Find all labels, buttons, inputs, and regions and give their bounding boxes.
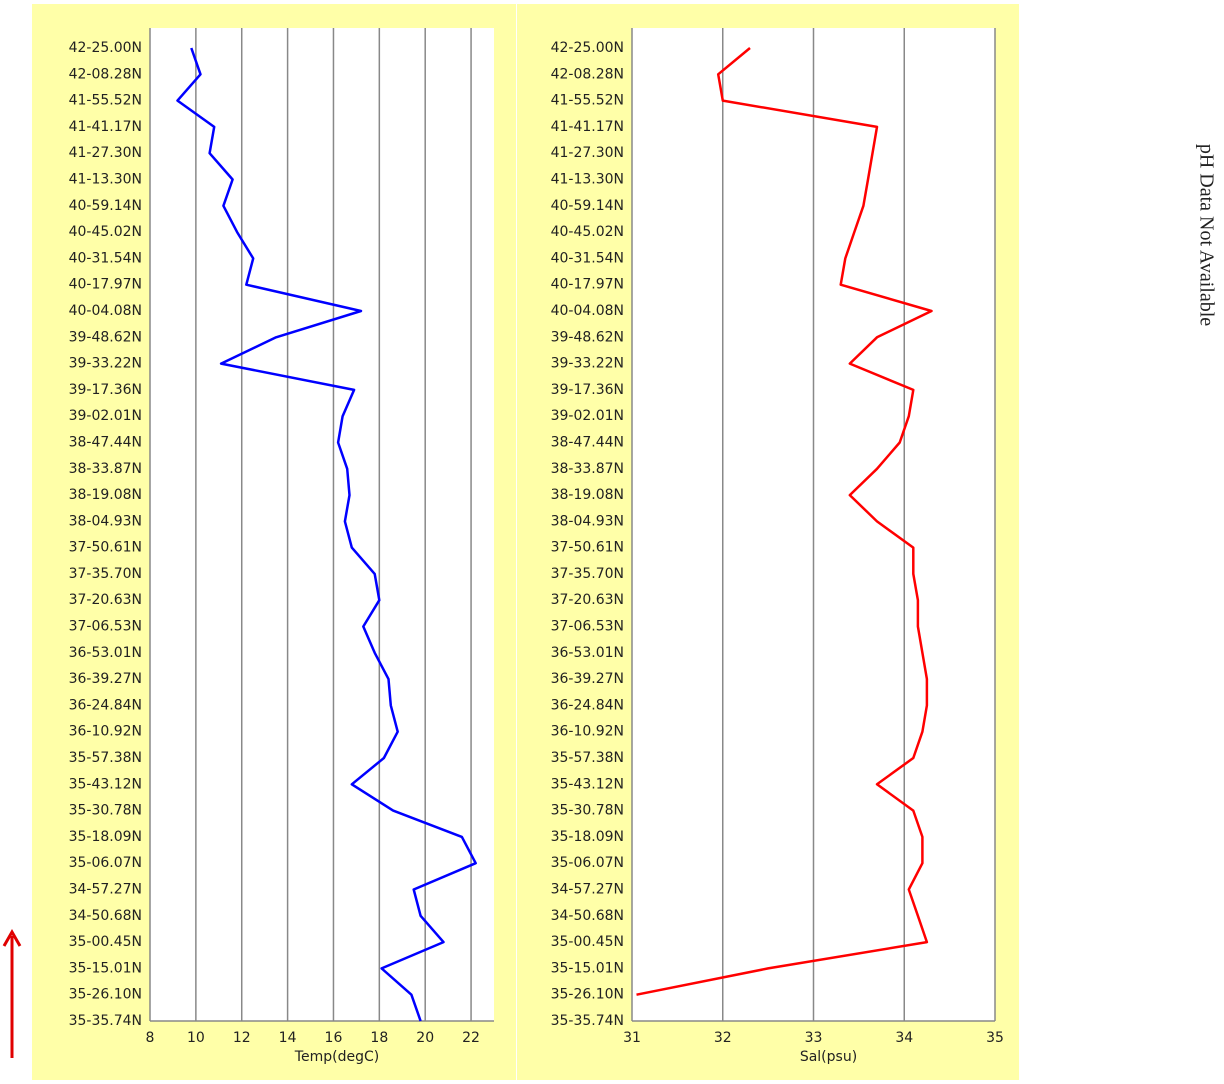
y-tick-label: 35-06.07N [69, 855, 142, 871]
y-tick-label: 39-33.22N [69, 356, 142, 372]
x-tick-label: 22 [462, 1030, 480, 1046]
y-tick-label: 41-55.52N [69, 93, 142, 109]
y-tick-label: 37-20.63N [551, 592, 624, 608]
y-tick-label: 40-04.08N [551, 303, 624, 319]
y-tick-label: 34-57.27N [551, 882, 624, 898]
y-tick-label: 39-48.62N [69, 329, 142, 345]
direction-arrow [2, 928, 22, 1058]
x-tick-label: 14 [279, 1030, 297, 1046]
y-tick-label: 41-55.52N [551, 93, 624, 109]
y-tick-label: 36-24.84N [551, 697, 624, 713]
y-tick-label: 38-19.08N [69, 487, 142, 503]
y-tick-label: 39-17.36N [551, 382, 624, 398]
y-tick-label: 40-59.14N [551, 198, 624, 214]
y-tick-label: 35-00.45N [69, 934, 142, 950]
y-tick-label: 40-45.02N [69, 224, 142, 240]
x-tick-label: 10 [187, 1030, 205, 1046]
y-tick-label: 35-35.74N [69, 1013, 142, 1029]
y-tick-label: 35-18.09N [69, 829, 142, 845]
y-tick-label: 35-06.07N [551, 855, 624, 871]
y-tick-label: 37-06.53N [69, 619, 142, 635]
data-line [176, 47, 477, 1022]
y-tick-label: 40-45.02N [551, 224, 624, 240]
y-tick-label: 38-33.87N [69, 461, 142, 477]
x-tick-label: 12 [233, 1030, 251, 1046]
x-axis-title: Sal(psu) [800, 1049, 857, 1065]
y-tick-label: 39-02.01N [551, 408, 624, 424]
y-tick-label: 37-50.61N [551, 540, 624, 556]
y-tick-label: 38-47.44N [551, 434, 624, 450]
y-tick-label: 36-24.84N [69, 697, 142, 713]
y-tick-label: 35-30.78N [69, 803, 142, 819]
y-tick-label: 40-04.08N [69, 303, 142, 319]
y-tick-label: 36-39.27N [551, 671, 624, 687]
x-tick-label: 34 [895, 1030, 913, 1046]
x-axis-title: Temp(degC) [294, 1049, 379, 1065]
y-tick-label: 35-00.45N [551, 934, 624, 950]
y-tick-label: 40-59.14N [69, 198, 142, 214]
y-tick-label: 40-31.54N [69, 250, 142, 266]
y-tick-label: 40-17.97N [551, 277, 624, 293]
y-tick-label: 42-25.00N [69, 40, 142, 56]
y-tick-label: 41-13.30N [551, 171, 624, 187]
y-tick-label: 38-04.93N [551, 513, 624, 529]
y-tick-label: 35-15.01N [69, 960, 142, 976]
y-tick-label: 37-06.53N [551, 619, 624, 635]
y-tick-label: 39-48.62N [551, 329, 624, 345]
y-tick-label: 39-02.01N [69, 408, 142, 424]
x-tick-label: 35 [986, 1030, 1004, 1046]
y-tick-label: 38-47.44N [69, 434, 142, 450]
y-tick-label: 36-10.92N [69, 724, 142, 740]
y-tick-label: 36-53.01N [551, 645, 624, 661]
y-tick-label: 37-50.61N [69, 540, 142, 556]
y-tick-label: 34-57.27N [69, 882, 142, 898]
x-tick-label: 33 [805, 1030, 823, 1046]
ph-note: pH Data Not Available [1195, 144, 1217, 326]
plot-area [150, 28, 494, 1021]
y-tick-label: 35-26.10N [551, 987, 624, 1003]
x-tick-label: 32 [714, 1030, 732, 1046]
y-tick-label: 35-26.10N [69, 987, 142, 1003]
y-tick-label: 35-57.38N [551, 750, 624, 766]
x-tick-label: 20 [416, 1030, 434, 1046]
y-tick-label: 34-50.68N [69, 908, 142, 924]
y-tick-label: 42-25.00N [551, 40, 624, 56]
y-tick-label: 34-50.68N [551, 908, 624, 924]
y-tick-label: 35-35.74N [551, 1013, 624, 1029]
y-tick-label: 35-18.09N [551, 829, 624, 845]
y-tick-label: 42-08.28N [551, 66, 624, 82]
data-line [636, 47, 933, 996]
y-tick-label: 37-35.70N [69, 566, 142, 582]
y-tick-label: 39-17.36N [69, 382, 142, 398]
y-tick-label: 35-30.78N [551, 803, 624, 819]
y-tick-label: 42-08.28N [69, 66, 142, 82]
y-tick-label: 41-41.17N [551, 119, 624, 135]
y-tick-label: 37-35.70N [551, 566, 624, 582]
y-tick-label: 35-57.38N [69, 750, 142, 766]
y-tick-label: 35-43.12N [551, 776, 624, 792]
y-tick-label: 41-27.30N [69, 145, 142, 161]
y-tick-label: 38-33.87N [551, 461, 624, 477]
y-tick-label: 41-13.30N [69, 171, 142, 187]
y-tick-label: 36-53.01N [69, 645, 142, 661]
x-tick-label: 16 [325, 1030, 343, 1046]
y-tick-label: 35-43.12N [69, 776, 142, 792]
x-tick-label: 31 [623, 1030, 641, 1046]
y-tick-label: 40-17.97N [69, 277, 142, 293]
x-tick-label: 8 [146, 1030, 155, 1046]
y-tick-label: 38-04.93N [69, 513, 142, 529]
y-tick-label: 40-31.54N [551, 250, 624, 266]
y-tick-label: 37-20.63N [69, 592, 142, 608]
y-tick-label: 41-41.17N [69, 119, 142, 135]
x-tick-label: 18 [370, 1030, 388, 1046]
y-tick-label: 38-19.08N [551, 487, 624, 503]
y-tick-label: 39-33.22N [551, 356, 624, 372]
y-tick-label: 35-15.01N [551, 960, 624, 976]
y-tick-label: 41-27.30N [551, 145, 624, 161]
y-tick-label: 36-10.92N [551, 724, 624, 740]
y-tick-label: 36-39.27N [69, 671, 142, 687]
